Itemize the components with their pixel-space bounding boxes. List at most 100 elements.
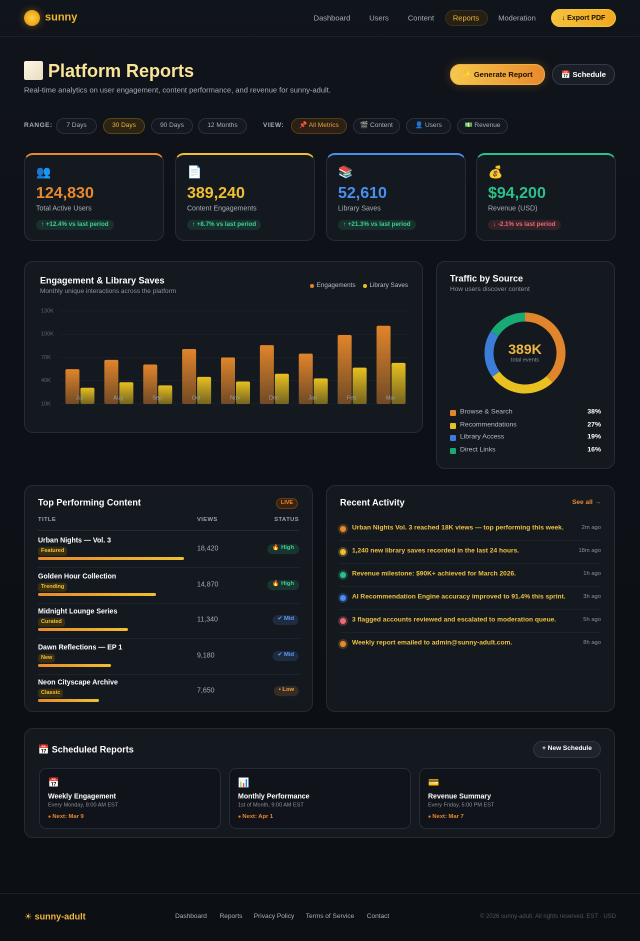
stat-icon: 👥: [36, 165, 51, 179]
stat-icon: 📚: [338, 165, 353, 179]
see-all-link[interactable]: See all →: [572, 498, 601, 506]
stat-icon: 📄: [187, 165, 202, 179]
view-pill[interactable]: 👤 Users: [406, 118, 451, 134]
schedule-icon: 💳: [428, 777, 440, 788]
x-tick-label: Oct: [192, 395, 201, 401]
view-pill[interactable]: 📌 All Metrics: [291, 118, 347, 134]
activity-text: AI Recommendation Engine accuracy improv…: [352, 593, 566, 601]
nav-active-bg: [445, 10, 488, 26]
range-pill[interactable]: 7 Days: [56, 118, 97, 134]
column-header: STATUS: [274, 517, 299, 524]
footer-link[interactable]: Terms of Service: [305, 912, 355, 920]
activity-dot: [340, 549, 346, 555]
page-title: Platform Reports: [48, 61, 195, 81]
views-value: 14,870: [197, 581, 219, 589]
traffic-legend-value: 27%: [587, 421, 601, 429]
footer-divider: [0, 893, 640, 894]
bar: [143, 364, 158, 404]
schedule-time: Every Friday, 5:00 PM EST: [428, 802, 495, 809]
range-pill[interactable]: 90 Days: [151, 118, 193, 134]
view-pill[interactable]: 💵 Revenue: [457, 118, 508, 134]
section-title: 📅 Scheduled Reports: [38, 744, 134, 755]
bar: [197, 376, 212, 404]
x-tick-label: Jul: [76, 395, 83, 401]
views-bar: [38, 699, 99, 702]
legend-dot: [362, 284, 367, 288]
export-button[interactable]: ↓ Export PDF: [551, 9, 616, 27]
traffic-legend-label: Browse & Search: [460, 408, 513, 416]
activity-card: [326, 485, 615, 712]
schedule-time: Every Monday, 8:00 AM EST: [48, 802, 119, 809]
bar: [158, 385, 173, 404]
schedule-next: Next: Mar 7: [428, 814, 463, 821]
view-label: VIEW:: [263, 121, 285, 129]
stat-change: ↑ +12.4% vs last period: [36, 219, 114, 231]
footer-link[interactable]: Privacy Policy: [253, 912, 295, 920]
row-divider: [38, 674, 299, 675]
stat-card: [326, 153, 466, 241]
stat-card: [175, 153, 315, 241]
views-bar: [38, 593, 156, 596]
activity-time: 2m ago: [581, 525, 601, 532]
donut-center-label: total events: [510, 357, 540, 364]
x-tick-label: Jan: [308, 395, 317, 401]
content-title: Neon Cityscape Archive: [38, 679, 118, 687]
content-tag: Curated: [38, 617, 65, 627]
donut-segment: [492, 371, 553, 394]
activity-divider: [340, 632, 601, 633]
nav-link[interactable]: Moderation: [498, 13, 536, 23]
row-divider: [38, 603, 299, 604]
row-divider: [38, 638, 299, 639]
x-tick-label: Feb: [347, 395, 356, 401]
bar: [352, 367, 367, 404]
nav-link[interactable]: Users: [369, 13, 389, 23]
y-tick-label: 10K: [41, 401, 51, 407]
activity-dot: [340, 572, 346, 578]
footer-link[interactable]: Dashboard: [175, 912, 207, 920]
schedule-title: Weekly Engagement: [48, 793, 116, 801]
activity-dot: [340, 618, 346, 624]
legend-label: Library Saves: [369, 281, 409, 289]
footer-link[interactable]: Contact: [366, 912, 390, 920]
nav-link[interactable]: Content: [407, 13, 435, 23]
content-tag: New: [38, 653, 56, 663]
generate-button[interactable]: ✨ Generate Report: [450, 64, 545, 85]
range-pill[interactable]: 12 Months: [198, 118, 247, 134]
nav-link[interactable]: Reports: [452, 13, 480, 23]
footer-link[interactable]: Reports: [219, 912, 243, 920]
bar: [391, 362, 406, 404]
bar: [298, 353, 313, 404]
bar: [376, 325, 391, 404]
schedule-title: Monthly Performance: [238, 793, 310, 801]
logo-icon: [24, 10, 40, 26]
content-title: Urban Nights — Vol. 3: [38, 537, 111, 545]
activity-time: 8h ago: [583, 640, 601, 647]
y-tick-label: 100K: [41, 332, 54, 338]
schedule-button[interactable]: 📅 Schedule: [552, 64, 615, 85]
stat-change: ↑ +8.7% vs last period: [187, 219, 262, 231]
stat-card: [476, 153, 616, 241]
new-schedule-button[interactable]: + New Schedule: [533, 741, 601, 758]
content-title: Midnight Lounge Series: [38, 608, 118, 616]
range-pill[interactable]: 30 Days: [103, 118, 145, 134]
views-value: 18,420: [197, 545, 219, 553]
activity-text: Revenue milestone: $90K+ achieved for Ma…: [352, 570, 517, 578]
schedule-title: Revenue Summary: [428, 793, 492, 801]
donut-segment: [524, 312, 566, 383]
activity-text: Weekly report emailed to admin@sunny-adu…: [352, 639, 513, 647]
status-badge: 🔥 High: [267, 544, 299, 554]
copyright: © 2026 sunny-adult. All rights reserved.…: [479, 914, 616, 920]
stat-label: Total Active Users: [36, 205, 92, 213]
view-pill[interactable]: 🎬 Content: [353, 118, 400, 134]
y-tick-label: 40K: [41, 378, 51, 384]
bar: [274, 373, 289, 404]
nav-link[interactable]: Dashboard: [313, 13, 351, 23]
views-value: 7,650: [197, 687, 215, 695]
footer-brand: ☀ sunny-adult: [24, 911, 86, 922]
status-badge: 🔥 High: [267, 580, 299, 590]
donut-segment: [490, 312, 526, 337]
column-header: VIEWS: [197, 517, 218, 524]
page-subtitle: Real-time analytics on user engagement, …: [24, 85, 331, 95]
stat-label: Content Engagements: [187, 205, 257, 213]
traffic-legend-value: 38%: [587, 408, 601, 416]
